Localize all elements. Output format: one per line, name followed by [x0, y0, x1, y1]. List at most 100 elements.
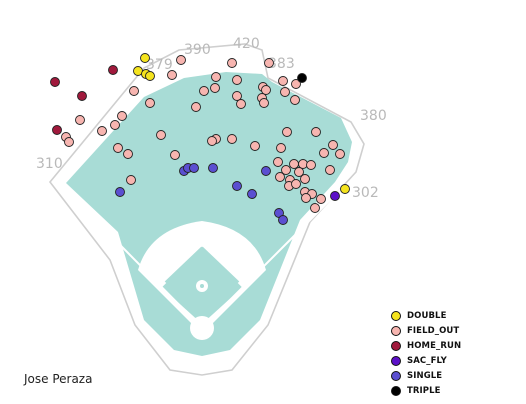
- point-field-out: [310, 203, 320, 213]
- point-field-out: [311, 127, 321, 137]
- point-single: [115, 187, 125, 197]
- first-base: [237, 278, 247, 288]
- point-field-out: [290, 95, 300, 105]
- legend-swatch: [391, 370, 401, 381]
- point-single: [247, 189, 257, 199]
- point-field-out: [328, 140, 338, 150]
- legend-label: TRIPLE: [407, 385, 441, 396]
- point-field-out: [236, 99, 246, 109]
- point-single: [278, 215, 288, 225]
- legend-swatch: [391, 340, 401, 351]
- distance-label-left-center: 379: [146, 57, 173, 73]
- legend-label: SAC_FLY: [407, 355, 447, 366]
- home-plate: [197, 319, 207, 329]
- point-field-out: [170, 150, 180, 160]
- legend-swatch: [391, 385, 401, 396]
- player-name: Jose Peraza: [24, 372, 93, 386]
- point-field-out: [261, 85, 271, 95]
- point-field-out: [227, 134, 237, 144]
- point-triple: [297, 73, 307, 83]
- point-field-out: [276, 143, 286, 153]
- point-field-out: [319, 148, 329, 158]
- point-field-out: [113, 143, 123, 153]
- point-field-out: [207, 136, 217, 146]
- point-field-out: [282, 127, 292, 137]
- point-field-out: [291, 79, 301, 89]
- batted-ball-points: [50, 53, 350, 225]
- point-field-out: [316, 194, 326, 204]
- distance-label-right-line: 302: [352, 185, 379, 201]
- point-field-out: [281, 165, 291, 175]
- point-field-out: [123, 149, 133, 159]
- point-field-out: [156, 130, 166, 140]
- legend-swatch: [391, 310, 401, 321]
- point-double: [140, 53, 150, 63]
- point-single: [189, 163, 199, 173]
- point-field-out: [250, 141, 260, 151]
- point-field-out: [291, 179, 301, 189]
- left-foul-line: [59, 183, 203, 329]
- legend-item-single: SINGLE: [391, 368, 461, 383]
- point-field-out: [176, 55, 186, 65]
- distance-label-right-field: 380: [360, 108, 387, 124]
- point-field-out: [97, 126, 107, 136]
- legend-label: HOME_RUN: [407, 340, 462, 351]
- legend-label: DOUBLE: [407, 310, 447, 321]
- point-field-out: [117, 111, 127, 121]
- point-home-run: [108, 65, 118, 75]
- point-field-out: [211, 72, 221, 82]
- point-field-out: [64, 137, 74, 147]
- legend-item-triple: TRIPLE: [391, 383, 461, 398]
- point-field-out: [294, 167, 304, 177]
- legend-swatch: [391, 325, 401, 336]
- point-home-run: [52, 125, 62, 135]
- point-field-out: [275, 172, 285, 182]
- point-single: [232, 181, 242, 191]
- point-field-out: [278, 76, 288, 86]
- point-single: [208, 163, 218, 173]
- distance-label-left-line: 310: [36, 156, 63, 172]
- legend-item-home-run: HOME_RUN: [391, 338, 461, 353]
- point-field-out: [126, 175, 136, 185]
- pitchers-rubber: [200, 284, 204, 288]
- point-field-out: [129, 86, 139, 96]
- point-double: [145, 71, 155, 81]
- point-field-out: [335, 149, 345, 159]
- point-field-out: [199, 86, 209, 96]
- distance-label-center: 420: [233, 36, 260, 52]
- point-field-out: [232, 91, 242, 101]
- point-field-out: [75, 115, 85, 125]
- point-field-out: [227, 58, 237, 68]
- legend: DOUBLE FIELD_OUT HOME_RUN SAC_FLY SINGLE TRIP…: [391, 308, 461, 398]
- point-sac-fly: [330, 191, 340, 201]
- point-single: [261, 166, 271, 176]
- point-double: [340, 184, 350, 194]
- legend-swatch: [391, 355, 401, 366]
- legend-item-double: DOUBLE: [391, 308, 461, 323]
- point-field-out: [264, 58, 274, 68]
- distance-label-left-center-deep: 390: [184, 42, 211, 58]
- second-base: [197, 238, 207, 248]
- point-field-out: [145, 98, 155, 108]
- legend-label: FIELD_OUT: [407, 325, 460, 336]
- point-field-out: [273, 157, 283, 167]
- right-foul-line: [201, 187, 343, 329]
- outfield-wall-outline: [48, 43, 365, 376]
- third-base: [157, 278, 167, 288]
- point-field-out: [301, 193, 311, 203]
- distance-label-right-center: 383: [268, 56, 295, 72]
- point-home-run: [50, 77, 60, 87]
- point-field-out: [325, 165, 335, 175]
- outfield-grass: [66, 72, 352, 356]
- point-field-out: [259, 98, 269, 108]
- legend-item-sac-fly: SAC_FLY: [391, 353, 461, 368]
- point-field-out: [191, 102, 201, 112]
- point-field-out: [110, 120, 120, 130]
- point-field-out: [232, 75, 242, 85]
- point-field-out: [306, 160, 316, 170]
- point-field-out: [300, 174, 310, 184]
- legend-label: SINGLE: [407, 370, 443, 381]
- point-home-run: [77, 91, 87, 101]
- point-field-out: [167, 70, 177, 80]
